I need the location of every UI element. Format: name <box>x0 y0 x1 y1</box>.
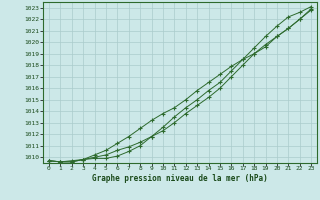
X-axis label: Graphe pression niveau de la mer (hPa): Graphe pression niveau de la mer (hPa) <box>92 174 268 183</box>
